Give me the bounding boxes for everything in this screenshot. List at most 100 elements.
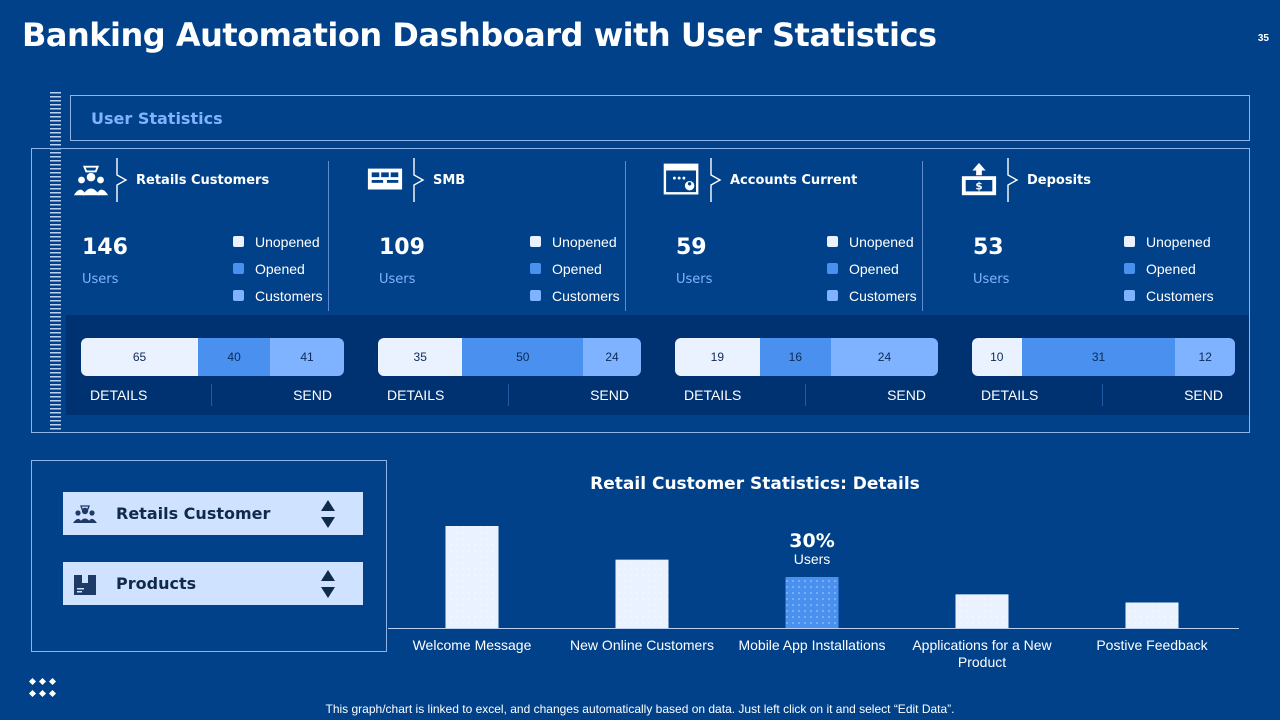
card-title: Accounts Current <box>730 173 858 188</box>
filter-panel: Retails Customer Products <box>31 460 387 652</box>
bar-actions: DETAILS SEND <box>81 380 344 406</box>
bar-segment: 40 <box>198 338 271 376</box>
legend-label: Unopened <box>1146 233 1211 250</box>
stat-card: SMB 109 Users Unopened Opened Customers <box>329 149 626 432</box>
stat-card: $ Deposits 53 Users Unopened Opened Custom… <box>923 149 1220 432</box>
bar-segment: 10 <box>972 338 1022 376</box>
page-title: Banking Automation Dashboard with User S… <box>22 16 937 54</box>
legend-item: Customers <box>827 282 917 309</box>
card-user-count: 109 <box>379 235 425 260</box>
chevron-right-icon <box>1007 158 1019 202</box>
x-tick-label: Postive Feedback <box>1096 637 1208 653</box>
chart-bar-texture <box>955 594 1009 628</box>
chart-bar-texture <box>785 577 839 628</box>
details-link[interactable]: DETAILS <box>981 387 1039 403</box>
customer-select[interactable]: Retails Customer <box>63 492 363 535</box>
stacked-bar[interactable]: 19 16 24 <box>675 338 938 376</box>
card-legend: Unopened Opened Customers <box>233 228 323 309</box>
x-tick-label: Welcome Message <box>413 637 532 653</box>
x-tick-label: Applications for a New <box>912 637 1052 653</box>
chart-bar-texture <box>1125 602 1179 628</box>
x-tick-label: Product <box>958 654 1006 670</box>
details-link[interactable]: DETAILS <box>684 387 742 403</box>
chevron-right-icon <box>413 158 425 202</box>
action-divider <box>805 384 806 406</box>
bar-actions: DETAILS SEND <box>675 380 938 406</box>
legend-swatch <box>1124 263 1135 274</box>
details-link[interactable]: DETAILS <box>387 387 445 403</box>
customers-group-icon <box>73 504 97 523</box>
bar-actions: DETAILS SEND <box>378 380 641 406</box>
sort-arrows-icon[interactable] <box>320 568 336 600</box>
bar-segment: 24 <box>583 338 641 376</box>
bar-segment: 19 <box>675 338 760 376</box>
legend-swatch <box>233 263 244 274</box>
bar-segment: 16 <box>759 338 831 376</box>
card-divider <box>625 161 626 311</box>
legend-label: Customers <box>552 287 620 304</box>
legend-swatch <box>530 236 541 247</box>
chart-bar-texture <box>615 559 669 628</box>
card-user-unit: Users <box>676 272 713 287</box>
customer-select-value: Retails Customer <box>116 504 271 523</box>
card-title: Retails Customers <box>136 173 270 188</box>
user-stats-panel: Retails Customers 146 Users Unopened Open… <box>31 148 1250 433</box>
bar-actions: DETAILS SEND <box>972 380 1235 406</box>
legend-swatch <box>827 290 838 301</box>
bar-segment: 50 <box>462 338 584 376</box>
legend-item: Customers <box>1124 282 1214 309</box>
legend-swatch <box>530 263 541 274</box>
chevron-right-icon <box>116 158 128 202</box>
chevron-right-icon <box>710 158 722 202</box>
card-user-count: 53 <box>973 235 1004 260</box>
action-divider <box>211 384 212 406</box>
legend-swatch <box>1124 290 1135 301</box>
bar-segment: 12 <box>1175 338 1235 376</box>
legend-swatch <box>530 290 541 301</box>
send-link[interactable]: SEND <box>590 387 629 403</box>
card-legend: Unopened Opened Customers <box>1124 228 1214 309</box>
card-title: Deposits <box>1027 173 1091 188</box>
bar-segment: 31 <box>1021 338 1176 376</box>
legend-swatch <box>1124 236 1135 247</box>
legend-label: Customers <box>1146 287 1214 304</box>
card-divider <box>328 161 329 311</box>
x-tick-label: Mobile App Installations <box>738 637 885 653</box>
legend-label: Customers <box>255 287 323 304</box>
send-link[interactable]: SEND <box>887 387 926 403</box>
action-divider <box>508 384 509 406</box>
product-box-icon <box>74 574 96 595</box>
send-link[interactable]: SEND <box>293 387 332 403</box>
decorative-dots-icon <box>28 677 57 698</box>
legend-label: Unopened <box>255 233 320 250</box>
stacked-bar[interactable]: 10 31 12 <box>972 338 1235 376</box>
stacked-bar[interactable]: 65 40 41 <box>81 338 344 376</box>
legend-label: Unopened <box>552 233 617 250</box>
customers-group-icon <box>73 165 109 196</box>
decorative-ladder <box>50 92 61 430</box>
details-link[interactable]: DETAILS <box>90 387 148 403</box>
chart-bar-texture <box>445 526 499 628</box>
user-stats-header: User Statistics <box>70 95 1250 141</box>
stacked-bar[interactable]: 35 50 24 <box>378 338 641 376</box>
legend-swatch <box>233 236 244 247</box>
legend-item: Opened <box>827 255 917 282</box>
product-select[interactable]: Products <box>63 562 363 605</box>
legend-item: Unopened <box>233 228 323 255</box>
card-user-unit: Users <box>379 272 416 287</box>
legend-label: Opened <box>255 260 305 277</box>
stat-card: Accounts Current 59 Users Unopened Opened… <box>626 149 923 432</box>
legend-item: Unopened <box>1124 228 1214 255</box>
legend-item: Unopened <box>827 228 917 255</box>
card-title: SMB <box>433 173 466 188</box>
bar-segment: 24 <box>831 338 938 376</box>
annotation-label: Users <box>794 551 831 567</box>
bar-segment: 65 <box>81 338 199 376</box>
bar-segment: 35 <box>378 338 463 376</box>
card-divider <box>922 161 923 311</box>
legend-label: Opened <box>1146 260 1196 277</box>
action-divider <box>1102 384 1103 406</box>
legend-item: Opened <box>1124 255 1214 282</box>
send-link[interactable]: SEND <box>1184 387 1223 403</box>
sort-arrows-icon[interactable] <box>320 498 336 530</box>
